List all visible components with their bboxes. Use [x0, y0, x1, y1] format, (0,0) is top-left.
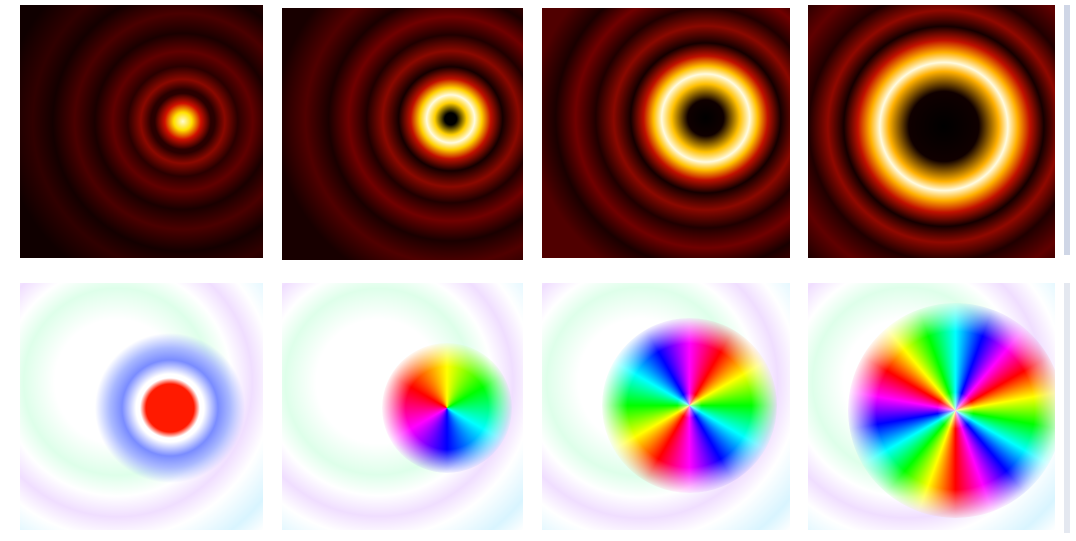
intensity-panel [282, 8, 523, 260]
phase-panel [20, 283, 263, 530]
figure [0, 0, 1076, 541]
phase-vortex [382, 343, 512, 473]
phase-panel [808, 283, 1055, 530]
phase-panel [282, 283, 523, 530]
intensity-panel [20, 5, 263, 258]
intensity-panel [808, 5, 1055, 258]
panel-edge [1064, 283, 1070, 533]
phase-vortex [602, 318, 777, 493]
phase-panel [542, 283, 790, 530]
panel-edge [1064, 5, 1070, 255]
phase-ring [95, 333, 245, 483]
phase-vortex [848, 303, 1055, 518]
intensity-panel [542, 8, 790, 258]
